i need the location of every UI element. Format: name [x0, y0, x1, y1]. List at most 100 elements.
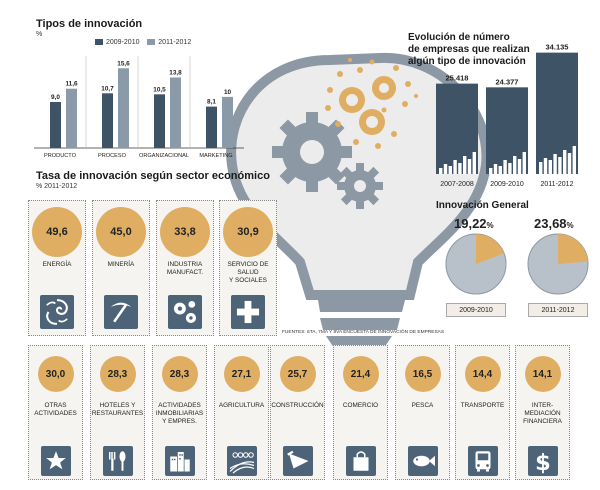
- bus-icon: [467, 446, 498, 476]
- gear-large-icon: [272, 112, 352, 192]
- sector-card: 33,8 INDUSTRIA MANUFACT.: [156, 200, 214, 336]
- sector-card: 14,1 INTER- MEDIACIÓN FINANCIERA $: [515, 345, 570, 480]
- cutlery-icon: [102, 446, 133, 476]
- sector-card: 30,0 OTRAS ACTIVIDADES: [28, 345, 83, 480]
- sector-label: ACTIVIDADES INMOBILIARIAS Y EMPRES.: [153, 402, 206, 426]
- sector-label-line: MEDIACIÓN: [524, 410, 561, 417]
- tipos-bar-label: 13,8: [169, 69, 182, 76]
- evolucion-bar-pattern: [498, 166, 502, 174]
- sector-value-circle: 28,3: [99, 356, 136, 392]
- evolucion-bar-pattern: [572, 146, 576, 174]
- sector-label-line: OTRAS: [44, 402, 67, 409]
- sector-label: SERVICIO DE SALUD Y SOCIALES: [220, 261, 276, 285]
- tipos-bar-chart: 9,0 11,6 PRODUCTO 10,7 15,6 PROCESO 10,5 13,8 OR…: [34, 56, 244, 159]
- legend-label-2011: 2011-2012: [158, 39, 192, 46]
- sector-value-circle: 14,4: [464, 356, 501, 392]
- dollar-icon: $: [527, 446, 558, 476]
- legend-swatch-2011: [147, 39, 156, 46]
- svg-text:$: $: [535, 450, 551, 476]
- tipos-bar-label: 10,7: [101, 85, 114, 92]
- sector-label-line: MINERÍA: [107, 261, 135, 268]
- sector-label-line: PESCA: [411, 402, 434, 409]
- swirl-icon: [40, 295, 74, 329]
- sector-label-line: RESTAURANTES: [91, 410, 144, 417]
- evolucion-bar-pattern: [558, 157, 562, 174]
- evolucion-bar-pattern: [489, 168, 493, 174]
- sector-value-circle: 16,5: [404, 356, 441, 392]
- sector-value-circle: 27,1: [223, 356, 260, 392]
- evolucion-category-label: 2007-2008: [440, 181, 474, 188]
- tipos-bar-label: 15,6: [117, 60, 130, 67]
- tipos-bar-label: 10,5: [153, 86, 166, 93]
- evolucion-bar-pattern: [513, 156, 517, 174]
- sector-card: 28,3 HOTELES Y RESTAURANTES: [90, 345, 145, 480]
- evolucion-bar-pattern: [539, 162, 543, 174]
- sector-label: TRANSPORTE: [456, 402, 509, 410]
- evolucion-bar-pattern: [448, 166, 452, 174]
- tipos-category-label: PROCESO: [98, 153, 127, 159]
- evolucion-title-line2: de empresas que realizan: [408, 44, 530, 55]
- tipos-bar: [222, 96, 233, 148]
- sector-label: INDUSTRIA MANUFACT.: [157, 261, 213, 277]
- general-value-2011: 23,68%: [534, 216, 574, 231]
- evolucion-bar-label: 24.377: [496, 77, 519, 86]
- general-period-2011: 2011-2012: [528, 303, 588, 317]
- legend-label-2009: 2009-2010: [106, 39, 140, 46]
- sector-value-circle: 28,3: [161, 356, 198, 392]
- sector-card: 27,1 AGRICULTURA: [214, 345, 269, 480]
- evolucion-bar: [536, 52, 578, 174]
- evolucion-bar-pattern: [463, 156, 467, 174]
- evolucion-bar-pattern: [567, 153, 572, 174]
- evolucion-bar-pattern: [493, 164, 498, 174]
- sector-value-circle: 33,8: [160, 207, 210, 257]
- sector-value-circle: 25,7: [279, 356, 316, 392]
- tipos-bar: [50, 102, 61, 148]
- tipos-bar-label: 10: [224, 89, 232, 96]
- sector-label-line: INMOBILIARIAS: [155, 410, 204, 417]
- general-pie-slice: [476, 234, 505, 264]
- sector-label: INTER- MEDIACIÓN FINANCIERA: [516, 402, 569, 426]
- sector-value-circle: 30,0: [37, 356, 74, 392]
- tipos-category-label: ORGANIZACIONAL: [139, 153, 189, 159]
- evolucion-category-label: 2011-2012: [541, 181, 574, 188]
- tipos-category-label: PRODUCTO: [44, 153, 77, 159]
- sector-label-line: ACTIVIDADES: [34, 410, 77, 417]
- tasa-subtitle: % 2011-2012: [36, 183, 78, 190]
- evolucion-title-line1: Evolución de número: [408, 32, 510, 43]
- tipos-unit: %: [36, 31, 43, 38]
- sector-label-line: SERVICIO DE: [227, 261, 269, 268]
- sector-label-line: ENERGÍA: [42, 261, 72, 268]
- tipos-bar-label: 9,0: [51, 94, 60, 101]
- pickaxe-icon: [104, 295, 138, 329]
- general-value-2011-number: 23,68: [534, 216, 567, 231]
- evolucion-bar-label: 34.135: [546, 43, 569, 52]
- evolucion-category-label: 2009-2010: [490, 181, 524, 188]
- tipos-bar: [206, 106, 217, 148]
- sector-card: 28,3 ACTIVIDADES INMOBILIARIAS Y EMPRES.: [152, 345, 207, 480]
- sector-card: 16,5 PESCA: [395, 345, 450, 480]
- sector-label-line: COMERCIO: [342, 402, 379, 409]
- evolucion-bar-pattern: [553, 154, 557, 174]
- buildings-icon: [164, 446, 195, 476]
- star-icon: [40, 446, 71, 476]
- tipos-legend: 2009-2010 2011-2012: [95, 39, 191, 46]
- sector-card: 30,9 SERVICIO DE SALUD Y SOCIALES: [219, 200, 277, 336]
- sector-label-line: SALUD: [237, 269, 259, 276]
- evolucion-bar-label: 25.418: [446, 74, 469, 83]
- tipos-bar: [66, 88, 77, 148]
- fish-icon: [407, 446, 438, 476]
- sector-value-circle: 21,4: [342, 356, 379, 392]
- sector-label: CONSTRUCCIÓN: [271, 402, 324, 410]
- evolucion-bar: [436, 83, 478, 174]
- sector-label: AGRICULTURA: [215, 402, 268, 410]
- evolucion-bar-pattern: [543, 158, 548, 174]
- sector-label-line: ACTIVIDADES: [158, 402, 201, 409]
- sector-value-circle: 14,1: [524, 356, 561, 392]
- evolucion-bar-pattern: [467, 159, 472, 174]
- bag-icon: [345, 446, 376, 476]
- sector-card: 21,4 COMERCIO: [333, 345, 388, 480]
- tipos-bar-label: 8,1: [207, 99, 216, 106]
- tasa-title: Tasa de innovación según sector económic…: [36, 170, 270, 182]
- sector-label: OTRAS ACTIVIDADES: [29, 402, 82, 418]
